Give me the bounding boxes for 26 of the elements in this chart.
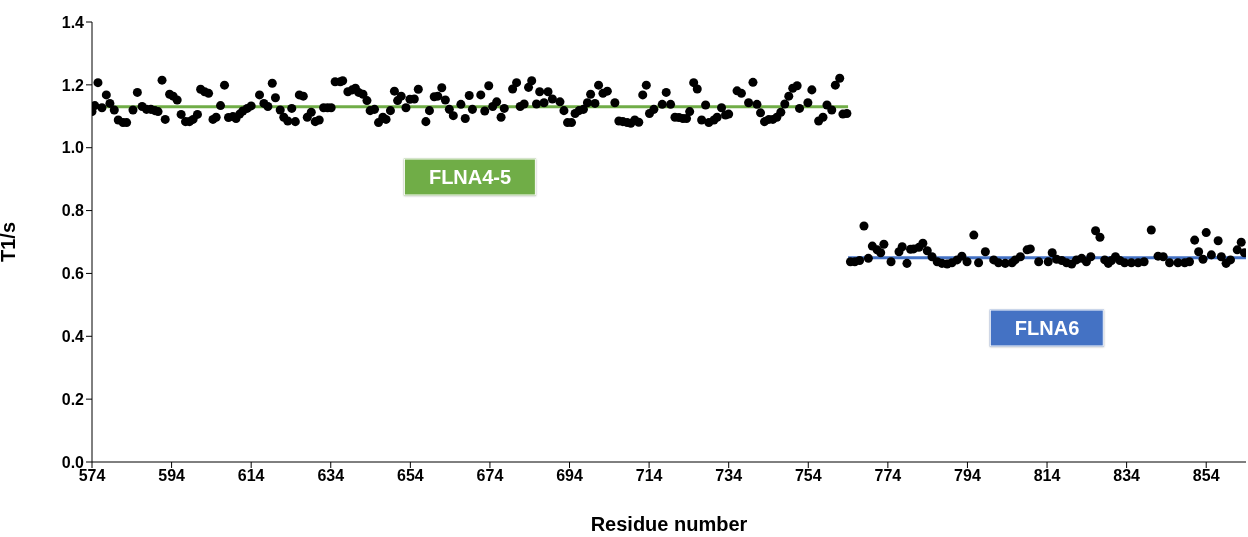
x-tick-label: 654: [396, 467, 424, 485]
x-tick-label: 854: [1192, 467, 1220, 485]
x-tick-label: 714: [635, 467, 663, 485]
x-tick-label: 614: [237, 467, 265, 485]
y-tick-label: 1.0: [61, 139, 85, 157]
text: FLNA4-5: [403, 158, 537, 196]
x-tick-label: 634: [317, 467, 345, 485]
x-tick-label: 674: [476, 467, 504, 485]
x-tick-label: 834: [1113, 467, 1141, 485]
y-tick-label: 1.2: [61, 76, 85, 94]
y-tick-label: 0.8: [61, 202, 85, 220]
x-tick-label: 774: [874, 467, 902, 485]
y-tick-label: 0.4: [61, 327, 85, 345]
x-tick-label: 694: [556, 467, 583, 485]
x-tick-label: 754: [794, 467, 822, 485]
y-tick-label: 1.4: [61, 13, 85, 31]
x-axis-title: Residue number: [590, 513, 748, 535]
text: FLNA6: [989, 309, 1105, 347]
x-tick-label: 734: [715, 467, 743, 485]
x-tick-label: 574: [78, 467, 106, 485]
y-axis-title: T1/s: [0, 221, 20, 263]
y-tick-label: 0.6: [61, 265, 85, 283]
x-tick-label: 594: [158, 467, 186, 485]
y-tick-label: 0.2: [61, 390, 85, 408]
x-tick-label: 814: [1033, 467, 1061, 485]
x-tick-label: 794: [954, 467, 981, 485]
